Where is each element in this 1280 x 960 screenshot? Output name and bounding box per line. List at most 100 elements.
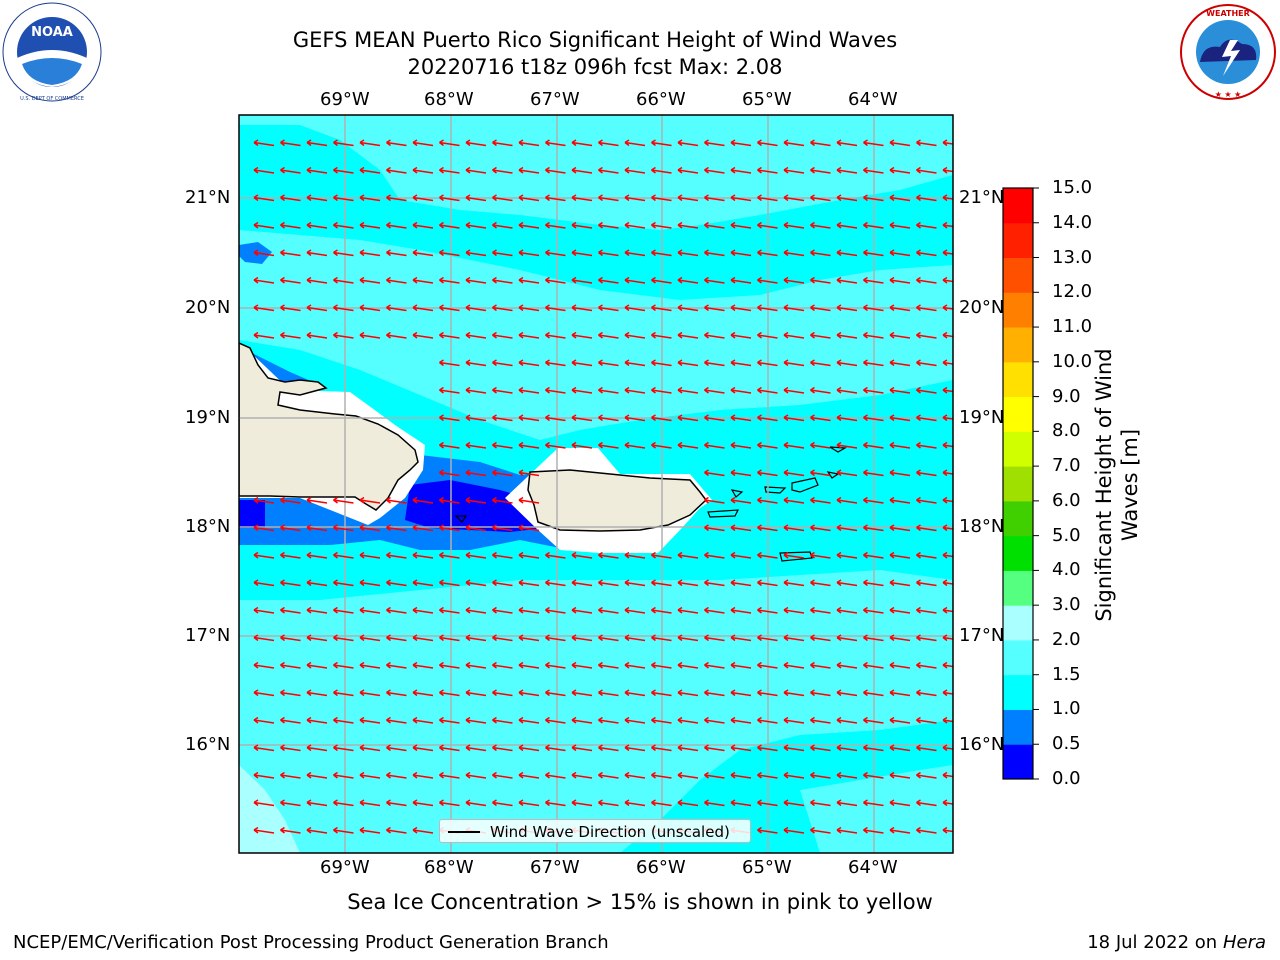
svg-text:WEATHER: WEATHER	[1206, 9, 1250, 18]
wind-arrow	[889, 716, 911, 724]
wind-arrow	[545, 689, 566, 697]
wind-arrow	[253, 826, 275, 834]
wind-arrow	[518, 276, 540, 284]
wind-arrow	[889, 689, 911, 697]
wind-arrow	[280, 799, 301, 807]
wind-arrow	[757, 799, 778, 807]
wind-arrow	[757, 496, 778, 504]
wind-arrow	[783, 441, 805, 449]
colorbar-segment	[1003, 396, 1033, 432]
wind-arrow	[730, 386, 752, 394]
wind-arrow	[439, 689, 460, 697]
wind-arrow	[545, 221, 566, 229]
wind-arrow	[942, 221, 953, 229]
wind-arrow	[545, 799, 566, 807]
wind-arrow	[253, 524, 275, 532]
wind-arrow	[624, 276, 646, 284]
wind-arrow	[942, 304, 953, 312]
wind-arrow	[386, 661, 407, 669]
wind-arrow	[836, 579, 858, 587]
wind-arrow	[783, 716, 805, 724]
wind-arrow	[942, 524, 953, 532]
wind-arrow	[465, 221, 487, 229]
wind-arrow	[571, 166, 593, 174]
wind-arrow	[412, 744, 434, 752]
wind-arrow	[889, 194, 911, 202]
wind-arrow	[757, 716, 778, 724]
wind-arrow	[836, 139, 858, 147]
wind-arrow	[677, 744, 699, 752]
map-legend: Wind Wave Direction (unscaled)	[439, 819, 751, 843]
wind-arrow	[518, 139, 540, 147]
wind-arrow	[730, 221, 752, 229]
wind-arrow	[598, 331, 619, 339]
wind-arrow	[492, 661, 513, 669]
land-small-island	[730, 489, 744, 498]
wind-arrow	[439, 249, 460, 257]
wind-arrow	[704, 661, 725, 669]
wind-arrow	[942, 606, 953, 614]
colorbar-segment	[1003, 500, 1033, 537]
wind-arrow	[412, 304, 434, 312]
wind-arrow	[306, 661, 328, 669]
wind-arrow	[863, 606, 884, 614]
wind-arrow	[730, 661, 752, 669]
wind-arrow	[704, 716, 725, 724]
wind-arrow	[306, 166, 328, 174]
wind-arrow	[677, 139, 699, 147]
wind-arrow	[465, 716, 487, 724]
wind-arrow	[386, 304, 407, 312]
wind-arrow	[359, 331, 381, 339]
colorbar-segment	[1003, 292, 1033, 328]
wind-arrow	[571, 194, 593, 202]
wind-arrow	[518, 331, 540, 339]
wind-arrow	[465, 139, 487, 147]
wind-arrow	[916, 771, 937, 779]
wind-arrow	[412, 606, 434, 614]
wind-arrow	[439, 524, 460, 532]
wind-arrow	[492, 276, 513, 284]
wind-arrow	[412, 331, 434, 339]
wind-arrow	[386, 771, 407, 779]
wind-arrow	[386, 799, 407, 807]
wind-arrow	[253, 606, 275, 614]
wind-arrow	[253, 166, 275, 174]
colorbar-segment	[1003, 570, 1033, 606]
colorbar-frame	[1002, 187, 1034, 780]
wind-arrow	[280, 579, 301, 587]
wind-arrow	[439, 139, 460, 147]
wind-arrow	[916, 524, 937, 532]
wind-arrow	[333, 716, 354, 724]
wind-arrow	[889, 661, 911, 669]
wind-arrow	[916, 304, 937, 312]
wind-arrow	[412, 799, 434, 807]
wind-arrow	[253, 744, 275, 752]
wind-arrow	[412, 166, 434, 174]
wind-arrow	[730, 441, 752, 449]
wind-arrow	[889, 359, 911, 367]
wind-arrow	[571, 744, 593, 752]
wind-arrow	[518, 249, 540, 257]
wind-arrow	[306, 634, 328, 642]
wind-arrow	[253, 276, 275, 284]
wind-arrow	[280, 606, 301, 614]
wind-arrow	[518, 744, 540, 752]
wind-arrow	[783, 386, 805, 394]
lat-label-left: 19°N	[185, 407, 231, 428]
wind-arrow	[306, 496, 328, 504]
wind-arrow	[439, 716, 460, 724]
colorbar-segment	[1003, 361, 1033, 398]
wind-arrow	[545, 414, 566, 422]
colorbar-segment	[1003, 639, 1033, 676]
wind-arrow	[465, 799, 487, 807]
colorbar-tick-label: 3.0	[1052, 594, 1081, 616]
wind-arrow	[677, 249, 699, 257]
wind-arrow	[333, 826, 354, 834]
wind-arrow	[863, 441, 884, 449]
wind-arrow	[280, 221, 301, 229]
wind-arrow	[439, 744, 460, 752]
colorbar-segment	[1003, 605, 1033, 641]
wind-arrow	[492, 579, 513, 587]
colorbar-segment	[1003, 257, 1033, 293]
wind-arrow	[598, 689, 619, 697]
